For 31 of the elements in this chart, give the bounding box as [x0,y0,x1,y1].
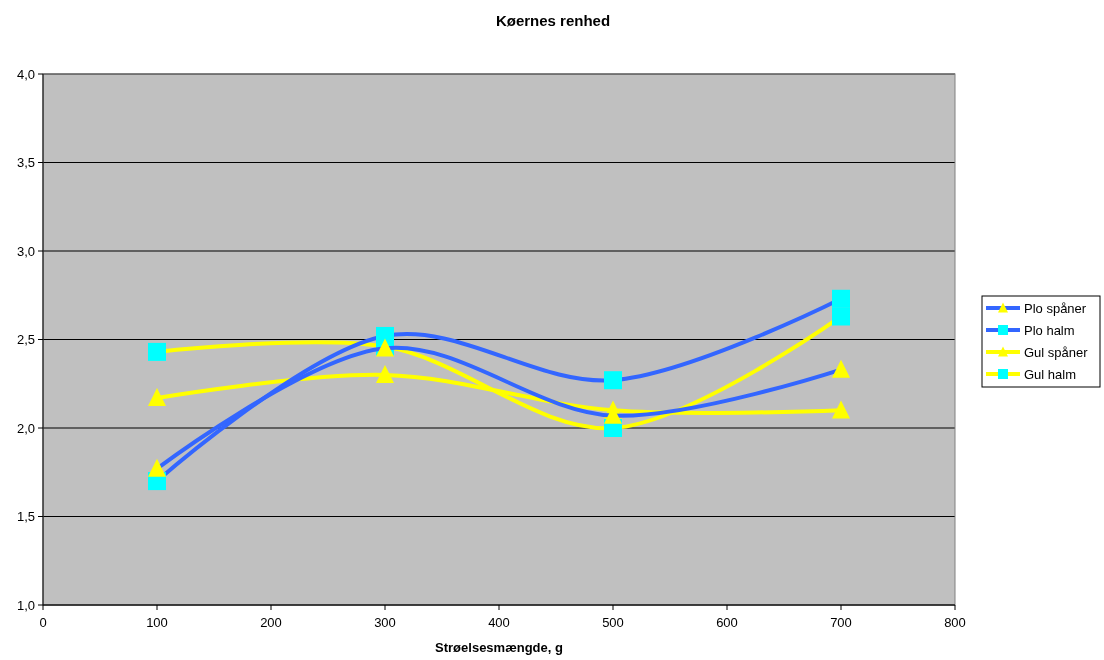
x-tick-label: 400 [488,615,510,630]
legend-label: Gul halm [1024,366,1077,382]
y-tick-label: 2,0 [16,420,35,436]
point [148,458,166,477]
chart-title: Køernes renhed [495,12,611,29]
y-tick-label: 3,0 [16,243,35,259]
x-tick-label: 700 [830,615,852,630]
y-tick-label: 1,0 [16,597,35,613]
legend-label: Plo spåner [1024,300,1087,316]
legend-label: Gul spåner [1024,344,1089,360]
point [832,359,850,378]
point [376,365,394,383]
x-tick-label: 100 [146,615,168,630]
point [148,388,166,407]
x-tick-label: 0 [39,615,47,630]
x-axis-title: Strøelsesmængde, g [435,640,563,655]
point [832,307,850,326]
point [604,371,622,390]
point [832,289,850,308]
y-tick-label: 2,5 [16,332,35,348]
y-tick-label: 4,0 [16,66,35,82]
point [832,400,850,419]
x-tick-label: 300 [374,615,396,630]
x-tick-label: 800 [944,615,966,630]
x-tick-label: 500 [602,615,624,630]
legend-label: Plo halm [1024,322,1075,338]
x-tick-label: 200 [260,615,282,630]
y-tick-label: 3,5 [16,155,35,171]
point [148,342,166,361]
x-tick-label: 600 [716,615,738,630]
y-tick-label: 1,5 [16,509,35,525]
